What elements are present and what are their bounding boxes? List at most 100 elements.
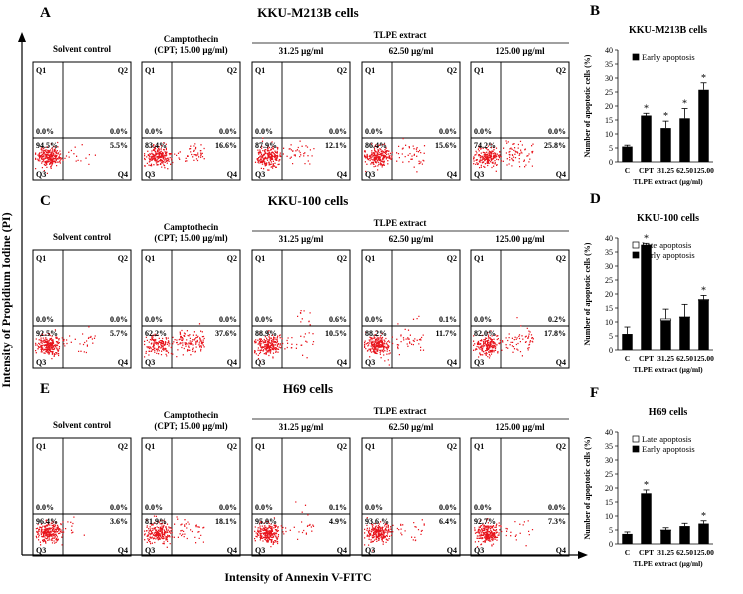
q4-percent: 16.6% [215,141,237,150]
cell-events [473,140,534,172]
bar-early-apoptosis [641,493,652,544]
y-axis-label: Number of apoptotic cells (%) [583,436,592,539]
y-tick-label: 5 [609,332,613,341]
quadrant-label-q1: Q1 [145,442,155,451]
y-tick-label: 30 [605,262,613,271]
legend-swatch-early [632,53,640,61]
y-tick-label: 20 [605,484,613,493]
y-tick-label: 40 [605,46,613,55]
q4-percent: 10.5% [325,329,347,338]
legend-swatch-early [632,445,640,453]
q1-percent: 0.0% [365,315,383,324]
y-tick-label: 30 [605,74,613,83]
figure-x-axis-arrow [578,551,588,559]
header-camptothecin: Camptothecin [164,222,219,232]
q2-percent: 0.0% [219,127,237,136]
y-tick-label: 25 [605,470,613,479]
quadrant-label-q4: Q4 [447,170,457,179]
q1-percent: 0.0% [145,503,163,512]
bar-chart-D: D KKU-100 cells 0 5 10 15 20 25 30 35 40 Number of … [583,191,714,374]
y-tick-label: 30 [605,456,613,465]
q1-percent: 0.0% [474,127,492,136]
quadrant-label-q4: Q4 [447,546,457,555]
quadrant-label-q4: Q4 [556,358,566,367]
significance-mark: * [701,285,706,296]
dot-plot: Q1 Q2 Q3 Q4 0.0% 0.0% 92.5% 5.7% [32,249,132,369]
header-dose: 31.25 µg/ml [279,422,324,432]
quadrant-label-q4: Q4 [227,170,237,179]
legend-swatch-early [632,251,640,259]
quadrant-label-q1: Q1 [255,442,265,451]
figure-y-axis-label: Intensity of Propidium Iodine (PI) [0,212,13,387]
flow-cytometry-grid: A KKU-M213B cells Solvent control Camptothe… [32,5,570,557]
quadrant-label-q2: Q2 [118,442,128,451]
q3-percent: 93.6 % [365,517,389,526]
flow-row-C: C KKU-100 cells Solvent control Camptotheci… [32,193,570,369]
quadrant-label-q3: Q3 [145,170,155,179]
quadrant-label-q2: Q2 [337,442,347,451]
quadrant-label-q1: Q1 [474,66,484,75]
q3-percent: 92.5% [36,329,58,338]
quadrant-label-q4: Q4 [227,546,237,555]
q2-percent: 0.0% [439,127,457,136]
dot-plot-frame [361,61,461,181]
cell-events [144,142,205,170]
q4-percent: 3.6% [110,517,128,526]
y-tick-label: 35 [605,248,613,257]
q3-percent: 96.4% [36,517,58,526]
bar-early-apoptosis [679,118,690,162]
bar-early-apoptosis [641,244,652,350]
header-dose: 62.50 µg/ml [389,234,434,244]
q4-percent: 11.7% [435,329,457,338]
quadrant-label-q1: Q1 [365,254,375,263]
q3-percent: 62.2% [145,329,167,338]
quadrant-label-q2: Q2 [337,66,347,75]
quadrant-label-q4: Q4 [447,358,457,367]
cell-events [144,323,205,358]
cell-events [35,141,96,175]
q1-percent: 0.0% [36,127,54,136]
header-camptothecin-dose: (CPT; 15.00 µg/ml) [154,421,227,431]
quadrant-label-q1: Q1 [145,254,155,263]
y-tick-label: 5 [609,526,613,535]
x-axis-label: TLPE extract (µg/ml) [633,177,703,186]
figure-x-axis-label: Intensity of Annexin V-FITC [224,570,371,584]
header-dose: 125.00 µg/ml [495,234,545,244]
header-solvent-control: Solvent control [53,420,112,430]
y-tick-label: 15 [605,116,613,125]
bar-charts: B KKU-M213B cells 0 5 10 15 20 25 30 35 40 Number o… [583,3,714,568]
x-tick-label: 62.50 [676,166,693,175]
significance-mark: * [701,511,706,522]
header-camptothecin: Camptothecin [164,410,219,420]
q2-percent: 0.0% [219,503,237,512]
q3-percent: 74.2% [474,141,496,150]
cell-events [364,137,426,173]
q1-percent: 0.0% [474,503,492,512]
dot-plot-frame [361,437,461,557]
quadrant-label-q3: Q3 [365,546,375,555]
q4-percent: 37.6% [215,329,237,338]
quadrant-label-q4: Q4 [337,170,347,179]
header-dose: 31.25 µg/ml [279,234,324,244]
q2-percent: 0.0% [219,315,237,324]
x-axis-label: TLPE extract (µg/ml) [633,365,703,374]
x-tick-label: 62.50 [676,354,693,363]
quadrant-label-q2: Q2 [447,442,457,451]
cell-events [473,316,534,359]
legend-swatch-late [632,241,640,249]
x-tick-label: 125.00 [693,166,714,175]
quadrant-label-q1: Q1 [36,66,46,75]
bar-early-apoptosis [679,526,690,544]
q4-percent: 5.7% [110,329,128,338]
bar-early-apoptosis [698,300,709,350]
bar-early-apoptosis [622,146,633,162]
q4-percent: 15.6% [435,141,457,150]
header-tlpe-extract: TLPE extract [374,406,427,416]
q3-percent: 81.9% [145,517,167,526]
dot-plot: Q1 Q2 Q3 Q4 0.0% 0.1% 88.2% 11.7% [361,249,461,369]
y-tick-label: 25 [605,88,613,97]
header-tlpe-extract: TLPE extract [374,218,427,228]
q3-percent: 94.5% [36,141,58,150]
dot-plot: Q1 Q2 Q3 Q4 0.0% 0.0% 96.4% 3.6% [32,437,132,557]
bar-late-apoptosis [697,299,710,301]
